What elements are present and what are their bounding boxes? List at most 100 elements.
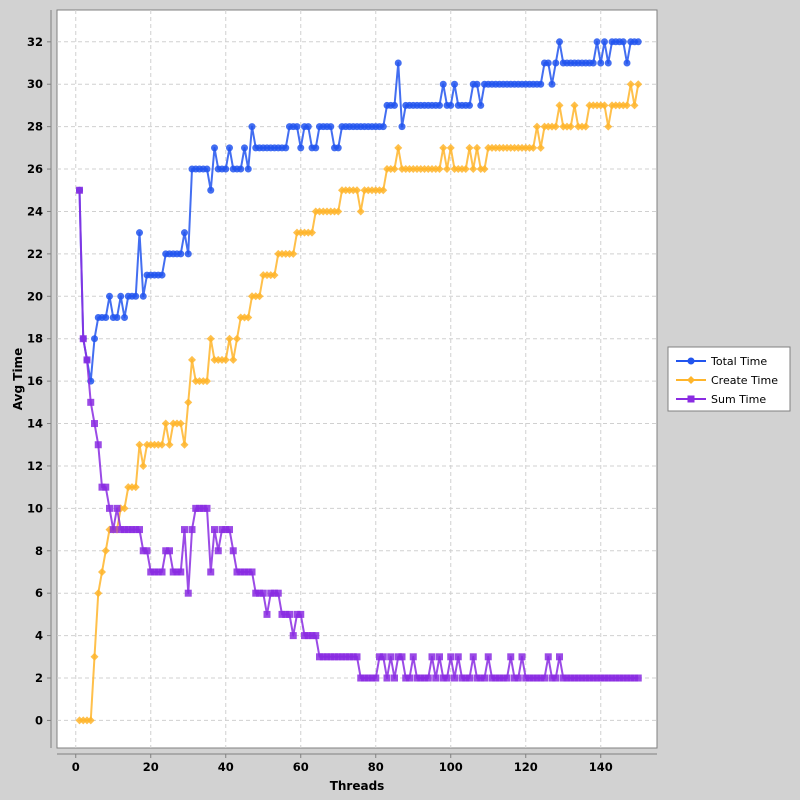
data-point-total-time xyxy=(544,59,552,67)
data-point-sum-time xyxy=(338,653,346,661)
data-point-sum-time xyxy=(578,674,586,682)
data-point-create-time xyxy=(604,122,613,131)
data-point-sum-time xyxy=(102,483,110,491)
data-point-total-time xyxy=(334,144,342,152)
x-tick-label: 80 xyxy=(368,760,384,774)
data-point-sum-time xyxy=(293,610,301,618)
data-point-total-time xyxy=(312,144,320,152)
legend-label-total-time: Total Time xyxy=(710,355,767,368)
data-point-create-time xyxy=(480,165,489,174)
data-point-create-time xyxy=(221,355,230,364)
data-point-sum-time xyxy=(282,610,290,618)
data-point-sum-time xyxy=(256,589,263,597)
data-point-sum-time xyxy=(244,568,252,576)
data-point-total-time xyxy=(121,314,128,321)
data-point-create-time xyxy=(206,334,215,343)
data-point-total-time xyxy=(297,144,305,152)
data-point-sum-time xyxy=(556,653,563,661)
legend-marker-create-time xyxy=(687,376,695,384)
data-point-total-time xyxy=(597,59,605,67)
data-point-sum-time xyxy=(379,653,387,661)
data-point-sum-time xyxy=(447,653,455,661)
data-point-sum-time xyxy=(496,674,503,682)
data-point-sum-time xyxy=(571,674,578,682)
data-point-sum-time xyxy=(327,653,335,661)
data-point-sum-time xyxy=(83,356,91,364)
data-point-sum-time xyxy=(192,504,200,512)
data-point-create-time xyxy=(465,143,474,152)
data-point-sum-time xyxy=(503,674,511,682)
data-point-sum-time xyxy=(312,632,320,640)
data-point-sum-time xyxy=(304,632,312,640)
data-point-sum-time xyxy=(94,441,102,449)
data-point-sum-time xyxy=(492,674,500,682)
x-tick-label: 20 xyxy=(143,760,159,774)
data-point-sum-time xyxy=(443,674,451,682)
data-point-sum-time xyxy=(391,674,398,682)
data-point-create-time xyxy=(308,228,316,237)
data-point-sum-time xyxy=(439,674,447,682)
legend-label-sum-time: Sum Time xyxy=(711,393,766,406)
data-point-sum-time xyxy=(409,653,417,661)
data-point-total-time xyxy=(181,229,188,237)
data-point-sum-time xyxy=(484,653,492,661)
data-point-total-time xyxy=(91,335,98,343)
data-point-total-time xyxy=(552,59,560,67)
data-point-total-time xyxy=(379,123,387,131)
data-point-sum-time xyxy=(514,674,522,682)
data-point-sum-time xyxy=(604,674,612,682)
legend-label-create-time: Create Time xyxy=(711,374,778,387)
data-point-create-time xyxy=(469,165,478,174)
data-point-sum-time xyxy=(518,653,526,661)
data-point-sum-time xyxy=(79,335,87,343)
data-point-sum-time xyxy=(173,568,181,576)
data-point-sum-time xyxy=(166,547,173,555)
data-point-sum-time xyxy=(413,674,421,682)
data-point-create-time xyxy=(581,122,590,131)
data-point-sum-time xyxy=(158,568,166,576)
data-point-sum-time xyxy=(424,674,432,682)
plot-area xyxy=(56,9,658,749)
data-point-sum-time xyxy=(248,568,256,576)
data-point-sum-time xyxy=(271,589,278,597)
data-point-total-time xyxy=(601,38,608,46)
data-point-create-time xyxy=(176,419,185,428)
y-tick-label: 32 xyxy=(27,35,43,49)
x-tick-label: 40 xyxy=(218,760,234,774)
data-point-create-time xyxy=(473,143,481,152)
y-tick-label: 30 xyxy=(27,77,43,91)
data-point-sum-time xyxy=(608,674,616,682)
data-point-sum-time xyxy=(544,653,552,661)
data-point-sum-time xyxy=(481,674,488,682)
data-point-sum-time xyxy=(559,674,567,682)
data-point-total-time xyxy=(556,38,563,46)
y-tick-label: 2 xyxy=(35,671,43,685)
data-point-sum-time xyxy=(214,547,222,555)
data-point-sum-time xyxy=(286,610,293,618)
data-point-sum-time xyxy=(436,653,443,661)
data-point-sum-time xyxy=(151,568,158,576)
data-point-sum-time xyxy=(454,653,462,661)
data-point-sum-time xyxy=(297,610,305,618)
data-point-sum-time xyxy=(394,653,402,661)
data-point-create-time xyxy=(289,249,298,258)
data-point-sum-time xyxy=(623,674,631,682)
data-point-total-time xyxy=(477,101,485,109)
y-tick-label: 28 xyxy=(27,120,43,134)
data-point-total-time xyxy=(436,101,443,109)
data-point-total-time xyxy=(398,123,406,131)
data-point-sum-time xyxy=(188,526,196,534)
series-line-sum-time xyxy=(78,190,639,680)
data-point-sum-time xyxy=(233,568,241,576)
data-point-create-time xyxy=(630,101,639,110)
data-point-total-time xyxy=(177,250,185,258)
data-point-sum-time xyxy=(199,504,207,512)
data-point-total-time xyxy=(203,165,211,173)
data-point-total-time xyxy=(139,292,147,300)
data-point-sum-time xyxy=(113,504,121,512)
data-point-create-time xyxy=(131,483,140,492)
data-point-sum-time xyxy=(274,589,282,597)
data-point-sum-time xyxy=(76,186,83,194)
x-tick-label: 120 xyxy=(514,760,538,774)
data-point-sum-time xyxy=(124,526,132,534)
